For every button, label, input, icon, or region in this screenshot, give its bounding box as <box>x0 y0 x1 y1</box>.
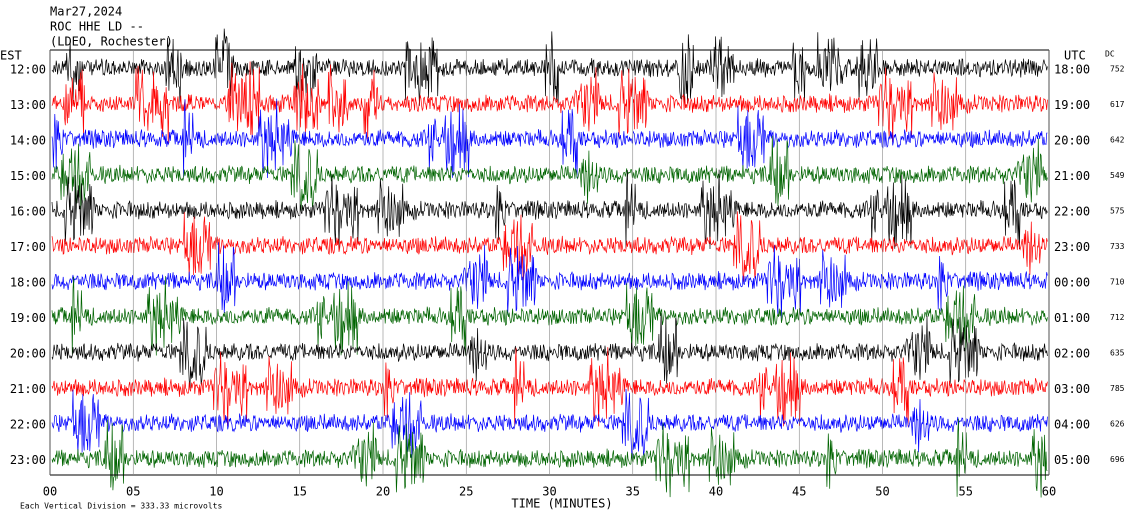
note: Each Vertical Division = 333.33 microvol… <box>20 502 222 511</box>
dc-value: 712 <box>1110 313 1125 322</box>
dc-value: 696 <box>1110 455 1125 464</box>
utc-label: 04:00 <box>1054 418 1090 432</box>
x-tick-label: 05 <box>126 485 140 499</box>
utc-label: 18:00 <box>1054 63 1090 77</box>
x-tick-label: 60 <box>1042 485 1056 499</box>
title-line: Mar27,2024 <box>50 5 122 19</box>
x-axis-label: TIME (MINUTES) <box>511 497 612 511</box>
est-label: 21:00 <box>10 382 46 396</box>
dc-value: 617 <box>1110 100 1125 109</box>
dc-value: 752 <box>1110 65 1125 74</box>
left-header: EST <box>0 49 22 63</box>
dc-value: 710 <box>1110 278 1125 287</box>
est-label: 20:00 <box>10 347 46 361</box>
utc-label: 01:00 <box>1054 311 1090 325</box>
est-label: 17:00 <box>10 240 46 254</box>
utc-label: 00:00 <box>1054 276 1090 290</box>
dc-value: 642 <box>1110 136 1125 145</box>
x-tick-label: 40 <box>709 485 723 499</box>
utc-label: 23:00 <box>1054 240 1090 254</box>
dc-value: 785 <box>1110 384 1125 393</box>
x-tick-label: 10 <box>209 485 223 499</box>
x-tick-label: 55 <box>959 485 973 499</box>
dc-value: 575 <box>1110 207 1125 216</box>
utc-label: 05:00 <box>1054 453 1090 467</box>
x-tick-label: 45 <box>792 485 806 499</box>
x-tick-label: 35 <box>626 485 640 499</box>
est-label: 16:00 <box>10 205 46 219</box>
est-label: 22:00 <box>10 418 46 432</box>
dc-value: 733 <box>1110 242 1125 251</box>
x-tick-label: 30 <box>542 485 556 499</box>
right-header: UTC <box>1064 49 1086 63</box>
utc-label: 22:00 <box>1054 205 1090 219</box>
utc-label: 19:00 <box>1054 98 1090 112</box>
est-label: 12:00 <box>10 63 46 77</box>
x-tick-label: 15 <box>293 485 307 499</box>
x-tick-label: 20 <box>376 485 390 499</box>
dc-value: 635 <box>1110 349 1125 358</box>
est-label: 14:00 <box>10 134 46 148</box>
dc-header: DC <box>1105 50 1115 59</box>
est-label: 18:00 <box>10 276 46 290</box>
dc-value: 549 <box>1110 171 1125 180</box>
est-label: 23:00 <box>10 453 46 467</box>
x-tick-label: 25 <box>459 485 473 499</box>
est-label: 19:00 <box>10 311 46 325</box>
utc-label: 03:00 <box>1054 382 1090 396</box>
title-line: (LDEO, Rochester) <box>50 35 173 49</box>
utc-label: 21:00 <box>1054 169 1090 183</box>
utc-label: 02:00 <box>1054 347 1090 361</box>
x-tick-label: 00 <box>43 485 57 499</box>
title-line: ROC HHE LD -- <box>50 20 144 34</box>
dc-value: 626 <box>1110 420 1125 429</box>
utc-label: 20:00 <box>1054 134 1090 148</box>
x-tick-label: 50 <box>875 485 889 499</box>
est-label: 13:00 <box>10 98 46 112</box>
est-label: 15:00 <box>10 169 46 183</box>
